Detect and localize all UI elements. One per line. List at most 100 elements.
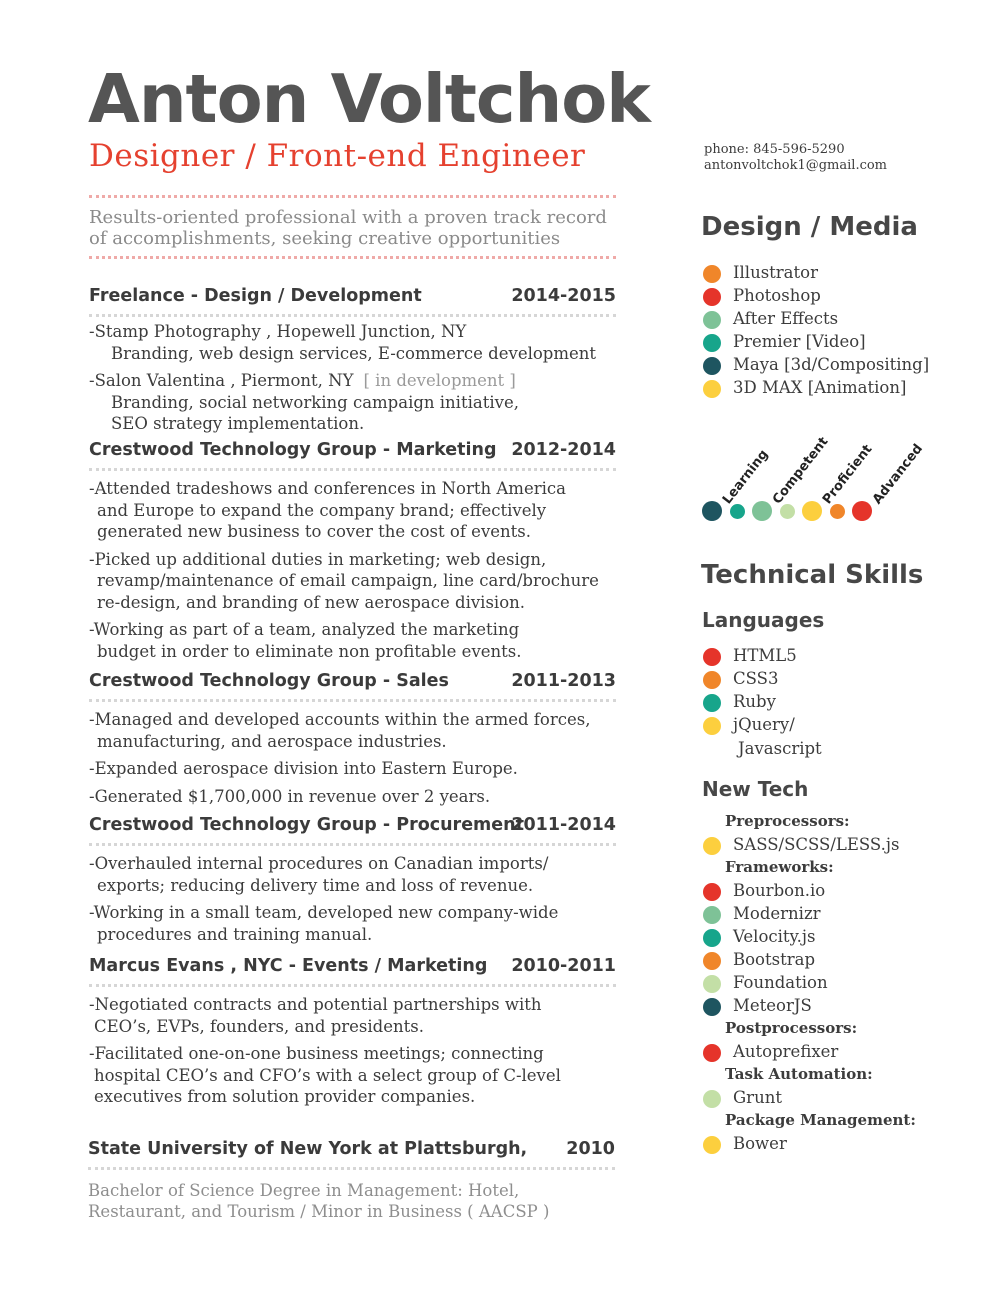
legend-label-proficient: Proficient <box>820 442 876 508</box>
entry-line: -Working as part of a team, analyzed the… <box>89 620 520 639</box>
legend-dot <box>779 503 795 519</box>
design-media-heading: Design / Media <box>701 212 918 242</box>
skill-label: HTML5 <box>733 646 797 665</box>
school-name: State University of New York at Plattsbu… <box>88 1139 528 1159</box>
education-header: State University of New York at Plattsbu… <box>88 1139 615 1170</box>
job-entry: -Attended tradeshows and conferences in … <box>89 478 616 543</box>
legend-label-learning: Learning <box>720 447 772 508</box>
tech-category-label: Postprocessors: <box>725 1019 858 1037</box>
skill-label: After Effects <box>733 309 839 328</box>
skill-level-dot <box>703 288 721 306</box>
tech-category-label: Frameworks: <box>725 858 834 876</box>
entry-line: Branding, web design services, E-commerc… <box>111 343 597 363</box>
job-years: 2011-2014 <box>511 815 616 835</box>
skill-level-dot <box>703 1044 721 1062</box>
summary: Results-oriented professional with a pro… <box>89 207 629 249</box>
job-title: Marcus Evans , NYC - Events / Marketing <box>89 956 488 976</box>
job-freelance: Freelance - Design / Development 2014-20… <box>89 286 616 441</box>
job-entry: -Working in a small team, developed new … <box>89 902 616 945</box>
phone: phone: 845-596-5290 <box>704 142 845 157</box>
entry-line: -Working in a small team, developed new … <box>89 903 559 922</box>
entry-line: and Europe to expand the company brand; … <box>97 500 547 520</box>
tech-category-label: Preprocessors: <box>725 812 850 830</box>
entry-line: -Picked up additional duties in marketin… <box>89 549 547 569</box>
entry-line: revamp/maintenance of email campaign, li… <box>97 571 599 590</box>
job-years: 2011-2013 <box>511 671 616 691</box>
degree-line-2: Restaurant, and Tourism / Minor in Busin… <box>88 1202 550 1221</box>
skill-level-dot <box>703 952 721 970</box>
candidate-name: Anton Voltchok <box>88 60 651 138</box>
entry-line: generated new business to cover the cost… <box>97 522 532 541</box>
job-entry: -Overhauled internal procedures on Canad… <box>89 853 616 896</box>
skill-label: Photoshop <box>733 286 821 305</box>
job-entry: -Expanded aerospace division into Easter… <box>89 758 616 780</box>
skill-label: Foundation <box>733 973 828 992</box>
entry-line: procedures and training manual. <box>97 924 373 944</box>
development-note: [ in development ] <box>363 371 516 390</box>
degree-line-1: Bachelor of Science Degree in Management… <box>88 1181 520 1200</box>
job-header: Marcus Evans , NYC - Events / Marketing … <box>89 956 616 987</box>
job-entry: -Negotiated contracts and potential part… <box>89 994 616 1037</box>
divider-top <box>89 195 616 198</box>
job-years: 2010-2011 <box>511 956 616 976</box>
job-crestwood-sales: Crestwood Technology Group - Sales 2011-… <box>89 671 616 813</box>
entry-line: exports; reducing delivery time and loss… <box>97 875 534 895</box>
job-entry: -Facilitated one-on-one business meeting… <box>89 1043 616 1108</box>
job-header: Crestwood Technology Group - Procurement… <box>89 815 616 846</box>
job-entry: -Working as part of a team, analyzed the… <box>89 619 616 662</box>
email: antonvoltchok1@gmail.com <box>704 158 888 173</box>
skill-label: Illustrator <box>733 263 818 282</box>
entry-line: -Negotiated contracts and potential part… <box>89 995 542 1014</box>
skill-label: Bootstrap <box>733 950 816 969</box>
job-years: 2012-2014 <box>511 440 616 460</box>
skill-level-dot <box>703 671 721 689</box>
entry-line: budget in order to eliminate non profita… <box>97 641 522 661</box>
entry-line: Branding, social networking campaign ini… <box>111 392 519 412</box>
entry-line: -Stamp Photography , Hopewell Junction, … <box>89 322 467 341</box>
entry-line: -Generated $1,700,000 in revenue over 2 … <box>89 786 491 806</box>
entry-line: -Facilitated one-on-one business meeting… <box>89 1044 544 1063</box>
skill-level-dot <box>703 380 721 398</box>
legend-dot <box>729 503 745 519</box>
skill-level-dot <box>703 357 721 375</box>
job-description: -Attended tradeshows and conferences in … <box>89 478 616 662</box>
skill-level-dot <box>703 883 721 901</box>
entry-line: -Managed and developed accounts within t… <box>89 710 591 729</box>
skill-label: Ruby <box>733 692 776 711</box>
job-entry: -Picked up additional duties in marketin… <box>89 549 616 614</box>
technical-skills-heading: Technical Skills <box>701 560 924 590</box>
job-description: -Negotiated contracts and potential part… <box>89 994 616 1108</box>
skill-level-dot <box>703 906 721 924</box>
language-continued: Javascript <box>738 739 822 758</box>
legend-label-advanced: Advanced <box>870 441 926 508</box>
entry-line: -Attended tradeshows and conferences in … <box>89 479 566 498</box>
legend-dot <box>802 501 822 521</box>
skill-level-dot <box>703 837 721 855</box>
entry-line: -Salon Valentina , Piermont, NY [ in deve… <box>89 370 616 392</box>
skill-label: jQuery/ <box>733 715 795 734</box>
entry-line: SEO strategy implementation. <box>111 414 365 433</box>
job-description: -Managed and developed accounts within t… <box>89 709 616 807</box>
job-title: Crestwood Technology Group - Marketing <box>89 440 497 460</box>
job-title: Designer / Front-end Engineer <box>89 138 586 174</box>
job-entry: -Generated $1,700,000 in revenue over 2 … <box>89 786 616 808</box>
contact-block: phone: 845-596-5290 antonvoltchok1@gmail… <box>704 142 887 174</box>
entry-line: -Overhauled internal procedures on Canad… <box>89 854 549 873</box>
entry-text: -Salon Valentina , Piermont, NY <box>89 371 354 390</box>
job-title: Freelance - Design / Development <box>89 286 422 306</box>
legend-dot <box>829 503 845 519</box>
job-crestwood-procurement: Crestwood Technology Group - Procurement… <box>89 815 616 951</box>
skill-label: CSS3 <box>733 669 779 688</box>
skill-level-dot <box>703 648 721 666</box>
job-crestwood-marketing: Crestwood Technology Group - Marketing 2… <box>89 440 616 668</box>
skill-label: Modernizr <box>733 904 821 923</box>
legend-dot <box>852 501 872 521</box>
skill-label: SASS/SCSS/LESS.js <box>733 835 900 854</box>
job-header: Crestwood Technology Group - Sales 2011-… <box>89 671 616 702</box>
skill-label: Maya [3d/Compositing] <box>733 355 930 374</box>
skill-level-dot <box>703 694 721 712</box>
skill-label: Velocity.js <box>733 927 816 946</box>
skill-level-dot <box>703 1136 721 1154</box>
job-years: 2014-2015 <box>511 286 616 306</box>
skill-label: Bower <box>733 1134 787 1153</box>
